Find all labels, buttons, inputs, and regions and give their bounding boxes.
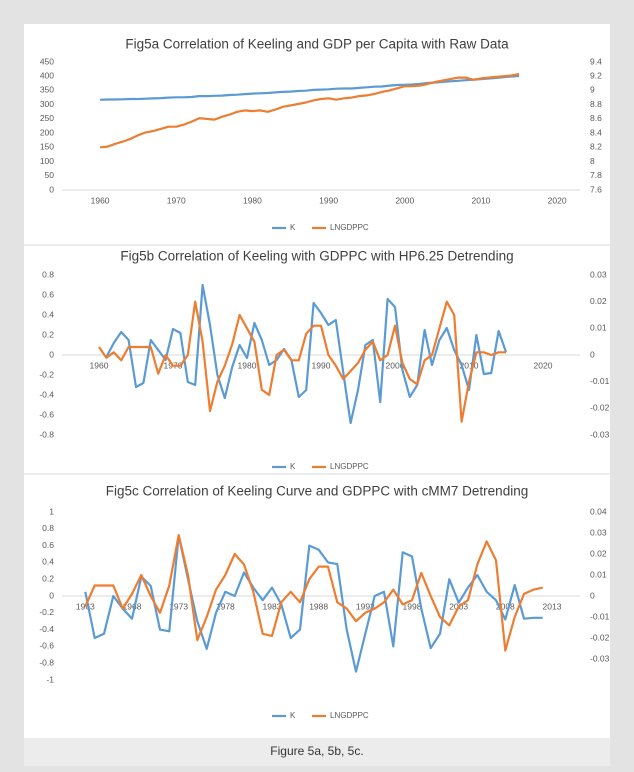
y2-tick-label: -0.01 bbox=[590, 376, 610, 386]
y-tick-label: 400 bbox=[40, 70, 54, 80]
x-tick-label: 2013 bbox=[543, 601, 562, 611]
y-tick-label: 150 bbox=[40, 142, 54, 152]
y2-tick-label: 8.2 bbox=[590, 142, 602, 152]
x-tick-label: 2010 bbox=[460, 360, 479, 370]
y-tick-label: 0.4 bbox=[42, 557, 54, 567]
y2-tick-label: 0.03 bbox=[590, 527, 607, 537]
y-tick-label: -0.6 bbox=[39, 409, 54, 419]
y-tick-label: -1 bbox=[46, 674, 54, 684]
y-tick-label: -0.4 bbox=[39, 624, 54, 634]
y2-tick-label: 9.4 bbox=[590, 56, 602, 66]
x-tick-label: 1970 bbox=[167, 195, 186, 205]
y-tick-label: 0.2 bbox=[42, 573, 54, 583]
x-tick-label: 2000 bbox=[395, 195, 414, 205]
y2-tick-label: 8 bbox=[590, 156, 595, 166]
y-tick-label: 0 bbox=[49, 349, 54, 359]
y-tick-label: 1 bbox=[49, 506, 54, 516]
panel bbox=[24, 24, 610, 744]
series-line bbox=[98, 300, 506, 423]
y-tick-label: -0.4 bbox=[39, 389, 54, 399]
x-tick-label: 1973 bbox=[169, 601, 188, 611]
legend-label: LNGDPPC bbox=[330, 711, 369, 720]
x-tick-label: 1988 bbox=[309, 601, 328, 611]
x-tick-label: 1968 bbox=[123, 601, 142, 611]
y-tick-label: 450 bbox=[40, 56, 54, 66]
y-tick-label: 0.8 bbox=[42, 269, 54, 279]
y-tick-label: 0 bbox=[49, 590, 54, 600]
y2-tick-label: -0.02 bbox=[590, 632, 610, 642]
y-tick-label: -0.8 bbox=[39, 657, 54, 667]
x-tick-label: 1998 bbox=[403, 601, 422, 611]
legend-label: K bbox=[290, 711, 296, 720]
y2-tick-label: -0.01 bbox=[590, 611, 610, 621]
y-tick-label: -0.2 bbox=[39, 607, 54, 617]
y2-tick-label: 8.6 bbox=[590, 113, 602, 123]
y2-tick-label: 0.02 bbox=[590, 296, 607, 306]
x-tick-label: 2000 bbox=[386, 360, 405, 370]
caption: Figure 5a, 5b, 5c. bbox=[270, 744, 363, 758]
x-tick-label: 1960 bbox=[90, 360, 109, 370]
y2-tick-label: -0.03 bbox=[590, 653, 610, 663]
y2-tick-label: 8.8 bbox=[590, 99, 602, 109]
y2-tick-label: 0.01 bbox=[590, 323, 607, 333]
series-line bbox=[99, 73, 520, 149]
x-tick-label: 2020 bbox=[548, 195, 567, 205]
y-tick-label: -0.8 bbox=[39, 429, 54, 439]
x-tick-label: 1990 bbox=[312, 360, 331, 370]
y-tick-label: 0.4 bbox=[42, 309, 54, 319]
x-tick-label: 2020 bbox=[534, 360, 553, 370]
x-tick-label: 1993 bbox=[356, 601, 375, 611]
legend-label: LNGDPPC bbox=[330, 462, 369, 471]
series-line bbox=[105, 283, 508, 425]
y2-tick-label: 0.03 bbox=[590, 269, 607, 279]
y2-tick-label: 0.01 bbox=[590, 569, 607, 579]
y-tick-label: 300 bbox=[40, 99, 54, 109]
y-tick-label: 250 bbox=[40, 113, 54, 123]
y-tick-label: -0.6 bbox=[39, 641, 54, 651]
x-tick-label: 1980 bbox=[243, 195, 262, 205]
y-tick-label: 350 bbox=[40, 85, 54, 95]
series-line bbox=[84, 534, 543, 652]
x-tick-label: 2010 bbox=[472, 195, 491, 205]
y2-tick-label: 9.2 bbox=[590, 70, 602, 80]
y-tick-label: -0.2 bbox=[39, 369, 54, 379]
y2-tick-label: 7.6 bbox=[590, 184, 602, 194]
y-tick-label: 200 bbox=[40, 127, 54, 137]
y2-tick-label: 0.04 bbox=[590, 506, 607, 516]
y2-tick-label: 9 bbox=[590, 85, 595, 95]
x-tick-label: 1983 bbox=[263, 601, 282, 611]
x-tick-label: 1980 bbox=[238, 360, 257, 370]
series-line bbox=[100, 74, 520, 101]
x-tick-label: 1990 bbox=[319, 195, 338, 205]
x-tick-label: 2008 bbox=[496, 601, 515, 611]
y2-tick-label: 0.02 bbox=[590, 548, 607, 558]
y-tick-label: 0.2 bbox=[42, 329, 54, 339]
y-tick-label: 100 bbox=[40, 156, 54, 166]
y2-tick-label: 0 bbox=[590, 590, 595, 600]
legend-label: K bbox=[290, 462, 296, 471]
series-line bbox=[84, 534, 543, 673]
y2-tick-label: -0.02 bbox=[590, 403, 610, 413]
y2-tick-label: 0 bbox=[590, 349, 595, 359]
caption-box bbox=[24, 738, 610, 766]
chart-title: Fig5c Correlation of Keeling Curve and G… bbox=[106, 484, 528, 499]
legend-label: K bbox=[290, 223, 296, 232]
x-tick-label: 1978 bbox=[216, 601, 235, 611]
x-tick-label: 1960 bbox=[91, 195, 110, 205]
y-tick-label: 50 bbox=[45, 170, 55, 180]
y-tick-label: 0.8 bbox=[42, 523, 54, 533]
legend-label: LNGDPPC bbox=[330, 223, 369, 232]
y-tick-label: 0 bbox=[49, 184, 54, 194]
chart-title: Fig5a Correlation of Keeling and GDP per… bbox=[125, 37, 509, 52]
y2-tick-label: -0.03 bbox=[590, 429, 610, 439]
y2-tick-label: 7.8 bbox=[590, 170, 602, 180]
y2-tick-label: 8.4 bbox=[590, 127, 602, 137]
y-tick-label: 0.6 bbox=[42, 540, 54, 550]
chart-title: Fig5b Correlation of Keeling with GDPPC … bbox=[120, 249, 513, 264]
y-tick-label: 0.6 bbox=[42, 289, 54, 299]
